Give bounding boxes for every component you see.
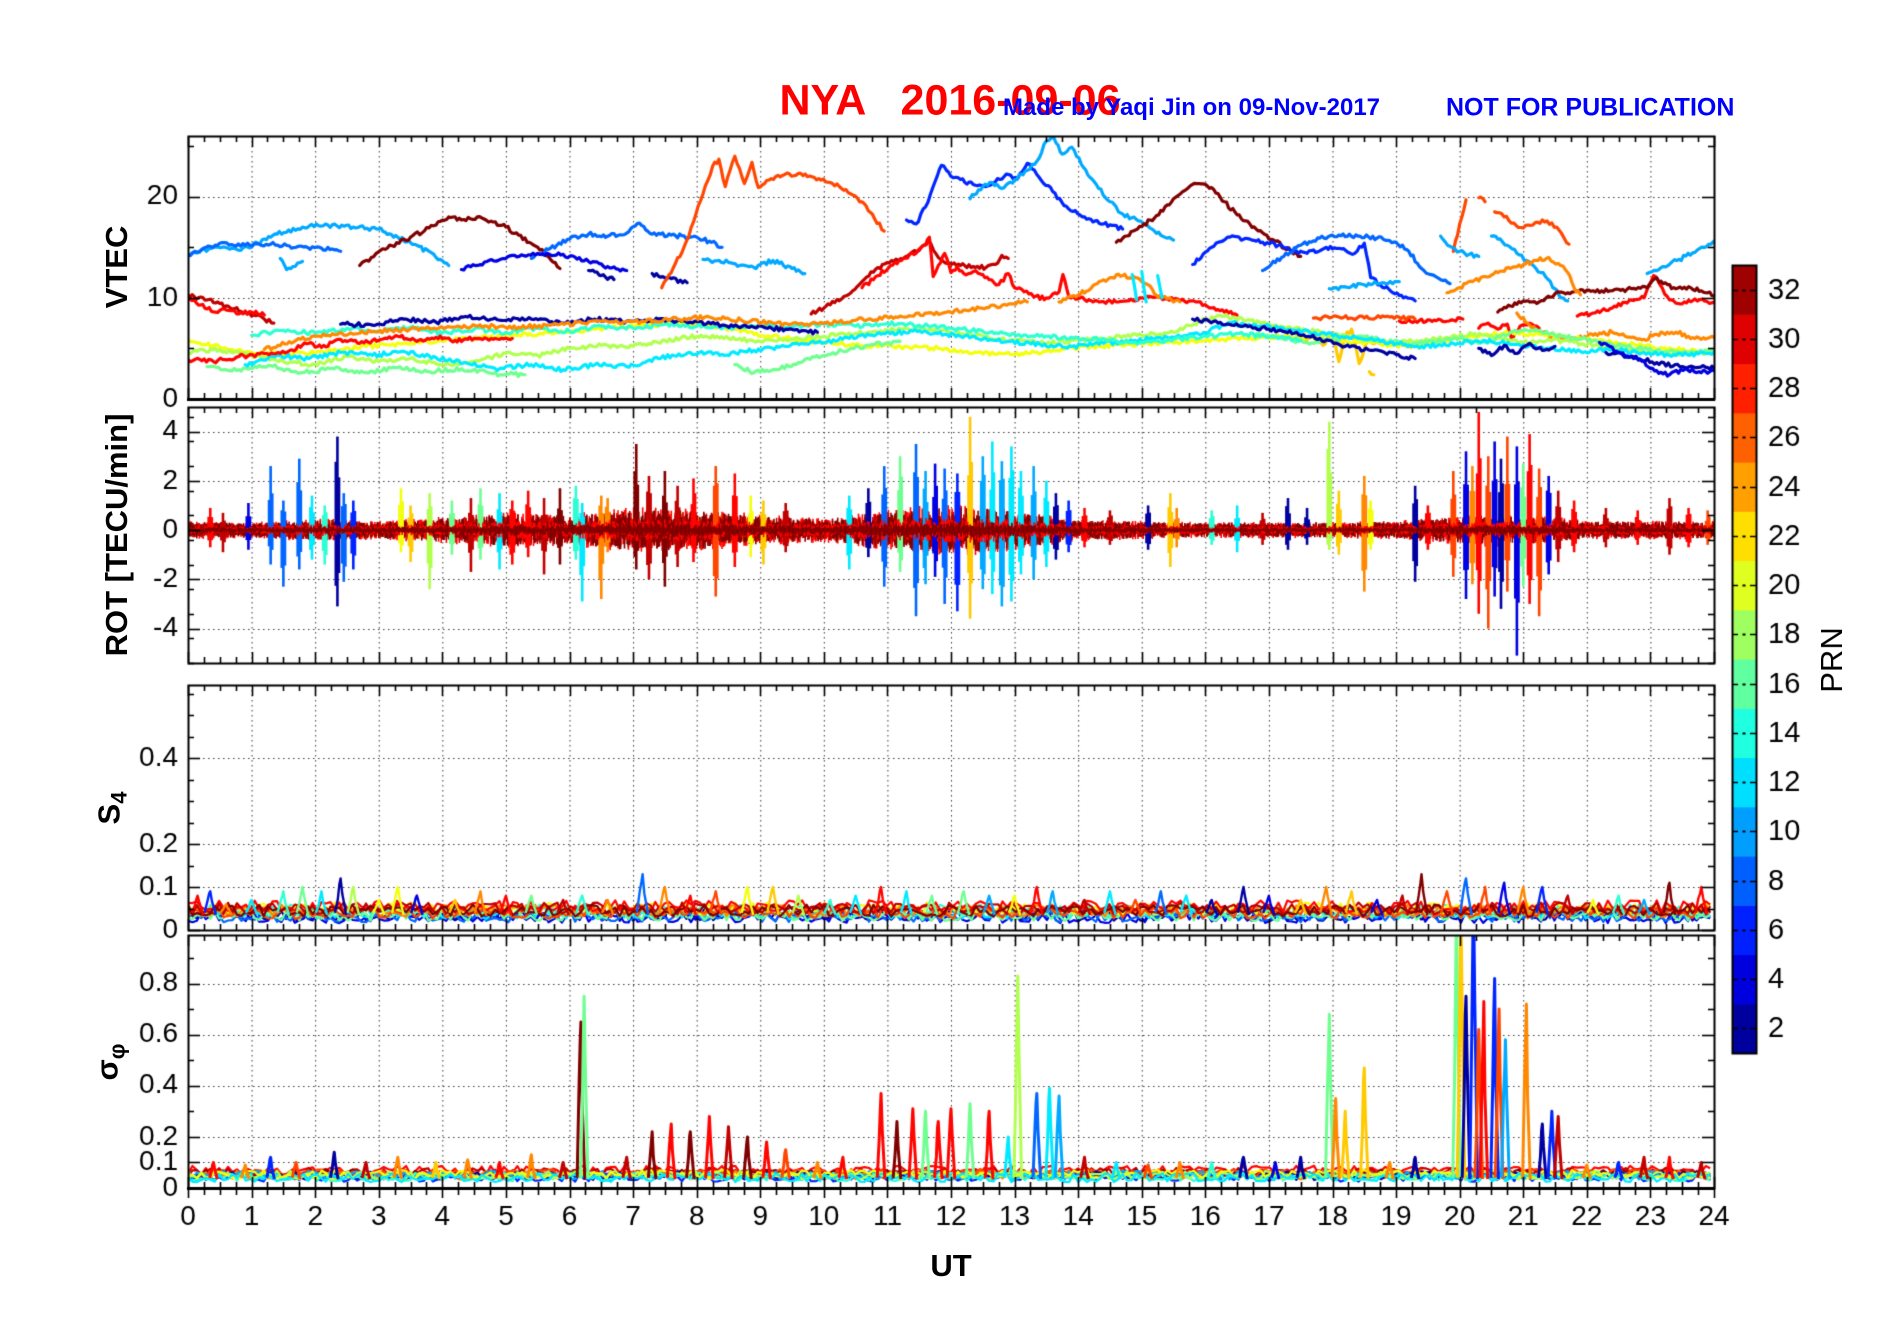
page-title: NYA 2016-09-06: [779, 76, 1121, 125]
sigma-label-sub: φ: [104, 1043, 130, 1060]
credit-note: Made by Yaqi Jin on 09-Nov-2017: [1003, 94, 1381, 121]
publication-notice: NOT FOR PUBLICATION: [1446, 93, 1735, 122]
prn-colorbar-label: PRN: [1814, 627, 1849, 693]
vtec-axis-label: VTEC: [99, 225, 134, 309]
sigma-label-main: σ: [89, 1059, 125, 1081]
s4-axis-label: S4: [91, 792, 132, 825]
rot-axis-label: ROT [TECU/min]: [99, 413, 134, 657]
s4-label-main: S: [91, 803, 127, 825]
ut-axis-label: UT: [930, 1248, 972, 1283]
sigma-phi-axis-label: σφ: [89, 1044, 130, 1081]
s4-label-sub: 4: [106, 791, 132, 804]
